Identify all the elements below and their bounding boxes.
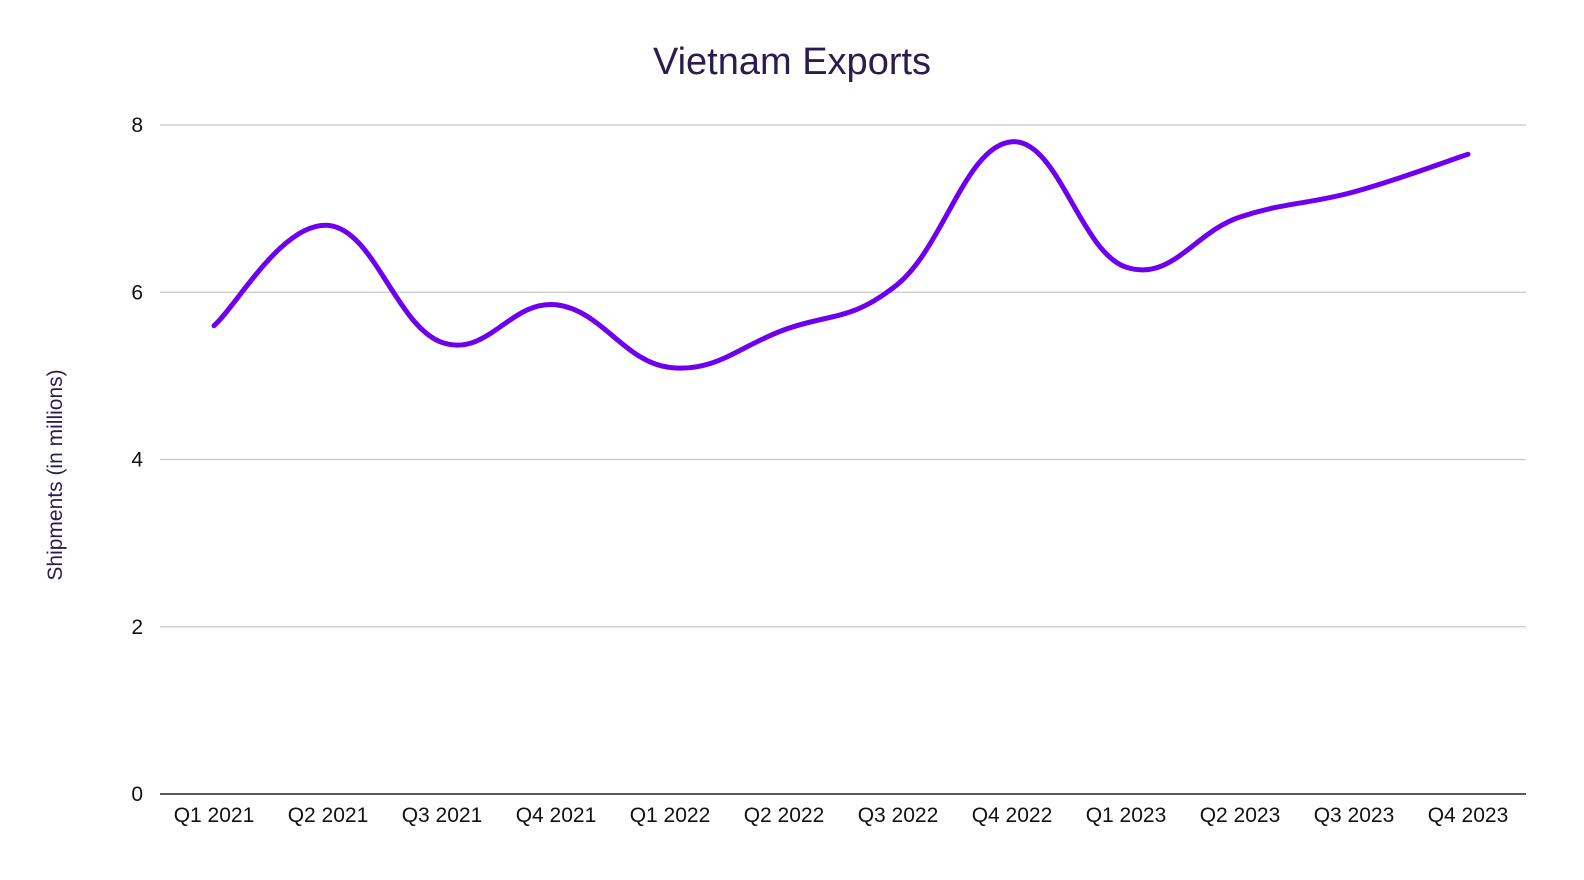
x-tick-label: Q3 2022 bbox=[858, 804, 939, 827]
data-point bbox=[1465, 151, 1471, 157]
x-tick-label: Q1 2022 bbox=[630, 804, 711, 827]
series-lines bbox=[211, 139, 1471, 371]
gridlines bbox=[160, 124, 1526, 795]
y-tick-label: 4 bbox=[131, 449, 143, 472]
x-tick-label: Q2 2023 bbox=[1200, 804, 1281, 827]
data-point bbox=[781, 327, 787, 333]
data-point bbox=[1237, 214, 1243, 220]
data-point bbox=[1123, 264, 1129, 270]
x-tick-label: Q2 2022 bbox=[744, 804, 825, 827]
data-point bbox=[553, 302, 559, 308]
chart-title: Vietnam Exports bbox=[653, 41, 931, 83]
data-point bbox=[667, 365, 673, 371]
y-tick-label: 0 bbox=[131, 783, 143, 806]
x-tick-label: Q4 2021 bbox=[516, 804, 597, 827]
data-point bbox=[1351, 189, 1357, 195]
series-line bbox=[211, 139, 1471, 371]
x-tick-label: Q4 2023 bbox=[1428, 804, 1509, 827]
x-axis-ticks: Q1 2021 Q2 2021 Q3 2021 Q4 2021 Q1 2022 Q2 20… bbox=[174, 804, 1509, 827]
x-tick-label: Q2 2021 bbox=[288, 804, 369, 827]
y-axis-ticks: 0 2 4 6 8 bbox=[131, 114, 143, 806]
x-tick-label: Q1 2021 bbox=[174, 804, 255, 827]
y-axis-label: Shipments (in millions) bbox=[44, 369, 67, 580]
y-tick-label: 8 bbox=[131, 114, 143, 137]
x-tick-label: Q3 2023 bbox=[1314, 804, 1395, 827]
x-tick-label: Q3 2021 bbox=[402, 804, 483, 827]
data-point bbox=[211, 323, 217, 329]
data-point bbox=[439, 339, 445, 345]
y-tick-label: 6 bbox=[131, 281, 143, 304]
x-tick-label: Q1 2023 bbox=[1086, 804, 1167, 827]
data-point bbox=[325, 222, 331, 228]
data-point bbox=[895, 281, 901, 287]
data-point bbox=[1009, 139, 1015, 145]
y-tick-label: 2 bbox=[131, 616, 143, 639]
x-tick-label: Q4 2022 bbox=[972, 804, 1053, 827]
